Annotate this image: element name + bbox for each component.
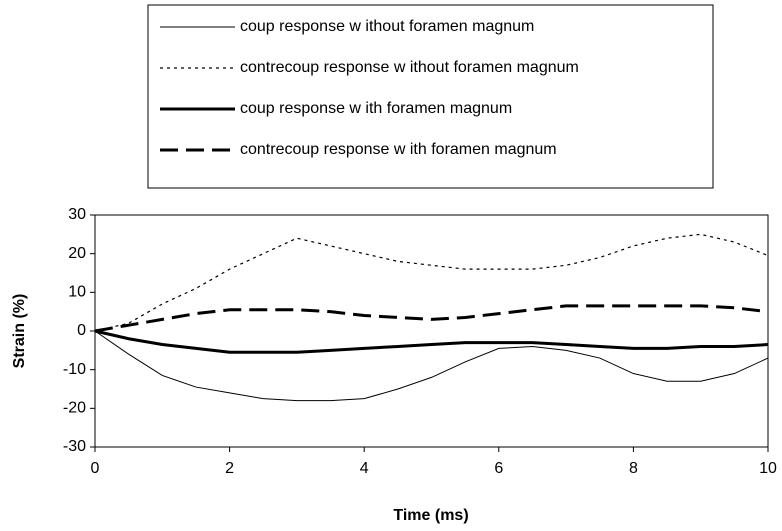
legend-label: coup response w ithout foramen magnum — [240, 18, 534, 35]
series-line — [94, 233, 769, 332]
series-line — [94, 304, 769, 333]
x-tick-label: 2 — [225, 460, 234, 477]
x-tick-label: 4 — [360, 460, 369, 477]
y-tick-label: -10 — [63, 361, 86, 378]
x-tick-label: 10 — [759, 460, 777, 477]
legend-label: contrecoup response w ith foramen magnum — [240, 141, 557, 158]
x-tick-label: 6 — [494, 460, 503, 477]
legend-label: coup response w ith foramen magnum — [240, 100, 512, 117]
legend-label: contrecoup response w ithout foramen mag… — [240, 59, 579, 76]
y-axis-label: Strain (%) — [11, 294, 28, 369]
y-tick-label: 20 — [68, 245, 86, 262]
y-tick-label: 0 — [77, 322, 86, 339]
series-line — [94, 330, 769, 402]
x-axis-label: Time (ms) — [393, 507, 468, 524]
y-tick-label: -20 — [63, 400, 86, 417]
x-tick-label: 0 — [91, 460, 100, 477]
series-line — [94, 329, 769, 354]
y-tick-label: 30 — [68, 206, 86, 223]
y-tick-label: -30 — [63, 438, 86, 455]
plot-frame — [94, 214, 769, 448]
y-tick-label: 10 — [68, 284, 86, 301]
legend-box — [147, 4, 714, 189]
x-tick-label: 8 — [629, 460, 638, 477]
